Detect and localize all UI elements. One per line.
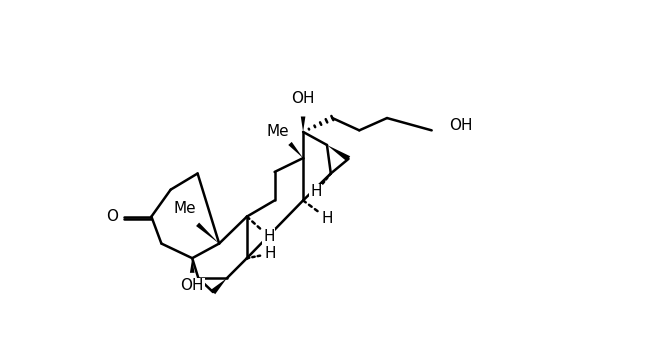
Polygon shape: [190, 258, 195, 273]
Text: H: H: [263, 229, 274, 244]
Polygon shape: [288, 142, 303, 158]
Text: H: H: [310, 184, 321, 199]
Polygon shape: [211, 278, 227, 294]
Text: OH: OH: [449, 118, 473, 133]
Polygon shape: [327, 145, 350, 161]
Text: Me: Me: [173, 201, 196, 216]
Text: H: H: [265, 246, 276, 261]
Text: OH: OH: [291, 91, 315, 106]
Polygon shape: [196, 223, 219, 244]
Text: OH: OH: [180, 278, 204, 293]
Text: Me: Me: [266, 124, 289, 140]
Polygon shape: [301, 117, 306, 132]
Text: O: O: [106, 209, 118, 224]
Text: H: H: [321, 211, 333, 226]
